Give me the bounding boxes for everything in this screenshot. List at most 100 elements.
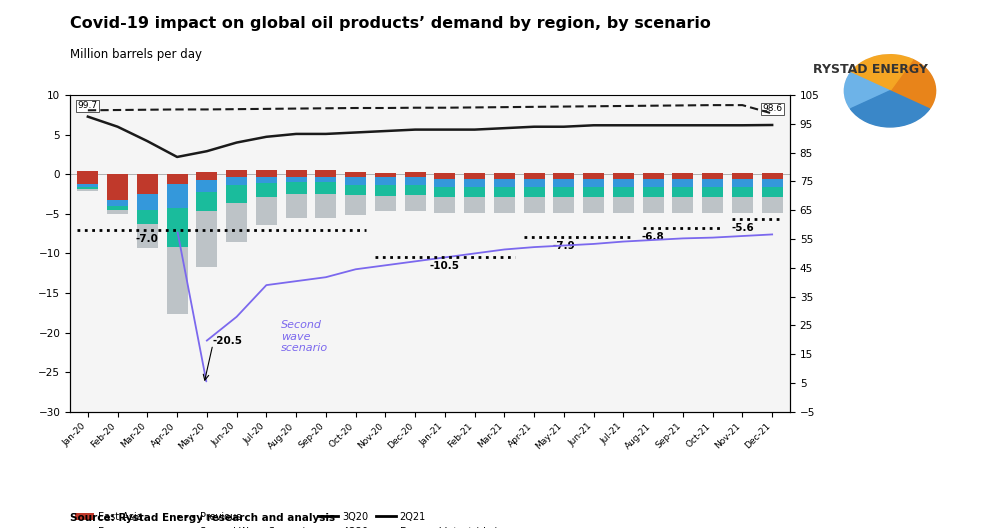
Bar [315, 194, 336, 218]
Text: Source: Rystad Energy research and analysis: Source: Rystad Energy research and analy… [70, 513, 335, 523]
Bar [77, 171, 98, 174]
Bar [732, 173, 753, 174]
Bar [375, 173, 396, 174]
Text: -6.8: -6.8 [642, 232, 665, 242]
Text: Covid-19 impact on global oil products’ demand by region, by scenario: Covid-19 impact on global oil products’ … [70, 16, 711, 31]
Bar [405, 174, 426, 177]
Bar [256, 174, 277, 176]
Bar [672, 187, 693, 197]
Bar [375, 196, 396, 211]
Bar [137, 224, 158, 248]
Bar [196, 174, 217, 180]
Bar [643, 173, 664, 174]
Bar [196, 172, 217, 174]
Bar [643, 179, 664, 187]
Bar [613, 187, 634, 197]
Bar [553, 173, 574, 174]
Bar [464, 187, 485, 197]
Text: 98.6: 98.6 [762, 105, 782, 114]
Bar [702, 174, 723, 179]
Bar [256, 183, 277, 197]
Bar [434, 197, 455, 213]
Bar [345, 177, 366, 185]
Wedge shape [844, 73, 890, 109]
Bar [643, 187, 664, 197]
Bar [672, 173, 693, 174]
Bar [732, 187, 753, 197]
Bar [553, 174, 574, 179]
Bar [315, 176, 336, 182]
Bar [613, 174, 634, 179]
Bar [256, 170, 277, 174]
Wedge shape [890, 60, 936, 109]
Bar [732, 197, 753, 213]
Bar [434, 179, 455, 187]
Bar [762, 197, 783, 213]
Bar [107, 206, 128, 210]
Bar [524, 187, 545, 197]
Bar [434, 187, 455, 197]
Bar [196, 192, 217, 211]
Bar [286, 176, 307, 182]
Bar [137, 210, 158, 224]
Bar [345, 185, 366, 195]
Bar [226, 174, 247, 177]
Bar [167, 174, 188, 184]
Bar [464, 197, 485, 213]
Bar [732, 174, 753, 179]
Text: -7.0: -7.0 [136, 233, 159, 243]
Bar [167, 208, 188, 247]
Bar [434, 174, 455, 179]
Bar [702, 187, 723, 197]
Bar [464, 179, 485, 187]
Bar [286, 170, 307, 174]
Bar [167, 247, 188, 314]
Bar [345, 195, 366, 214]
Text: -20.5: -20.5 [213, 336, 243, 345]
Bar [524, 197, 545, 213]
Bar [583, 174, 604, 179]
Bar [226, 203, 247, 242]
Bar [226, 170, 247, 174]
Bar [553, 197, 574, 213]
Bar [762, 174, 783, 179]
Bar [315, 174, 336, 176]
Text: -7.9: -7.9 [553, 241, 575, 251]
Bar [434, 173, 455, 174]
Bar [405, 177, 426, 185]
Circle shape [844, 55, 936, 127]
Bar [464, 174, 485, 179]
Bar [226, 177, 247, 185]
Bar [524, 173, 545, 174]
Bar [494, 179, 515, 187]
Bar [286, 174, 307, 176]
Bar [613, 197, 634, 213]
Bar [315, 182, 336, 194]
Bar [345, 172, 366, 174]
Bar [256, 176, 277, 183]
Bar [137, 174, 158, 194]
Bar [672, 174, 693, 179]
Text: -5.6: -5.6 [731, 223, 754, 232]
Bar [167, 184, 188, 208]
Bar [196, 211, 217, 267]
Text: 99.7: 99.7 [78, 101, 98, 110]
Bar [613, 179, 634, 187]
Bar [583, 173, 604, 174]
Bar [405, 172, 426, 174]
Bar [583, 179, 604, 187]
Bar [77, 190, 98, 191]
Bar [762, 173, 783, 174]
Bar [643, 197, 664, 213]
Bar [643, 174, 664, 179]
Text: -10.5: -10.5 [430, 261, 460, 271]
Bar [107, 210, 128, 214]
Bar [553, 179, 574, 187]
Bar [702, 173, 723, 174]
Bar [494, 173, 515, 174]
Bar [762, 187, 783, 197]
Bar [405, 195, 426, 211]
Bar [732, 179, 753, 187]
Text: Second
wave
scenario: Second wave scenario [281, 320, 328, 353]
Bar [77, 184, 98, 187]
